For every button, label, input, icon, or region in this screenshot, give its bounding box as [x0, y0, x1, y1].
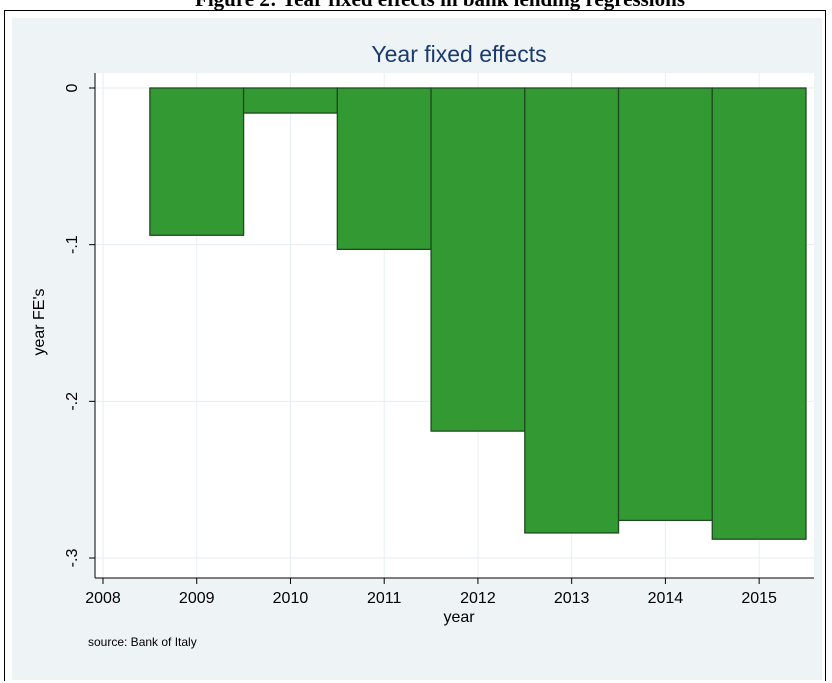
y-tick-label-2: -.2 [64, 392, 81, 411]
x-tick-label-2015: 2015 [741, 590, 777, 607]
bar-2010 [242, 87, 338, 114]
chart-title: Year fixed effects [371, 41, 546, 67]
bar-2012 [430, 87, 526, 432]
x-axis-title: year [443, 609, 475, 626]
figure-frame [4, 10, 826, 681]
bar-2009 [149, 87, 245, 236]
y-tick-label-3: -.3 [64, 549, 81, 568]
bars [149, 87, 807, 540]
source-note: source: Bank of Italy [88, 635, 197, 649]
x-tick-label-2010: 2010 [273, 590, 309, 607]
x-tick-label-2011: 2011 [367, 590, 402, 607]
axes [94, 73, 814, 579]
y-tick-label-0: 0 [64, 83, 81, 92]
y-ticks: 0 -.1 -.2 -.3 [64, 83, 95, 567]
bar-2015 [711, 87, 807, 540]
bar-2014 [617, 87, 713, 522]
header-fragment: Figure 2: Year fixed effects in bank len… [0, 0, 832, 14]
x-tick-label-2012: 2012 [460, 590, 496, 607]
x-ticks: 2008 2009 2010 2011 2012 2013 2014 2015 [85, 578, 777, 607]
x-tick-label-2014: 2014 [648, 590, 684, 607]
bar-2011 [336, 87, 432, 251]
y-axis-title: year FE's [31, 288, 48, 355]
y-tick-label-1: -.1 [64, 235, 81, 254]
header-fragment-text: Figure 2: Year fixed effects in bank len… [195, 0, 685, 12]
x-tick-label-2013: 2013 [554, 590, 590, 607]
x-tick-label-2009: 2009 [179, 590, 215, 607]
x-tick-label-2008: 2008 [85, 590, 121, 607]
bar-2013 [524, 87, 620, 534]
